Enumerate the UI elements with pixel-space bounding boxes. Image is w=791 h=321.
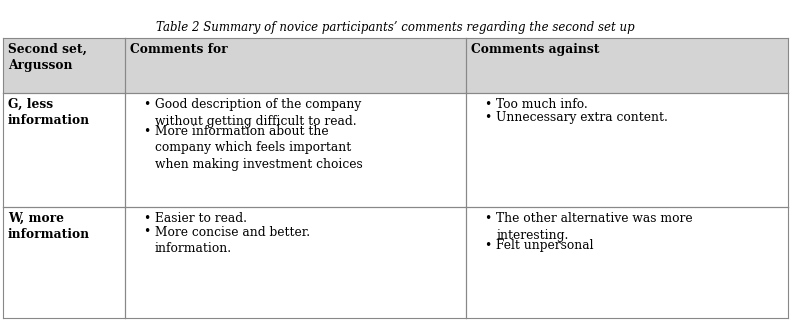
Text: Second set,
Argusson: Second set, Argusson: [8, 43, 87, 72]
Text: •: •: [485, 111, 492, 125]
Text: Too much info.: Too much info.: [496, 98, 588, 111]
Text: More concise and better.
information.: More concise and better. information.: [155, 225, 310, 255]
Text: Comments for: Comments for: [130, 43, 227, 56]
Text: Unnecessary extra content.: Unnecessary extra content.: [496, 111, 668, 125]
Text: W, more
information: W, more information: [8, 212, 90, 241]
Text: The other alternative was more
interesting.: The other alternative was more interesti…: [496, 212, 693, 241]
Bar: [3, 38, 788, 93]
Text: •: •: [485, 239, 492, 252]
Text: •: •: [143, 212, 150, 225]
Text: G, less
information: G, less information: [8, 98, 90, 127]
Text: •: •: [485, 98, 492, 111]
Text: Easier to read.: Easier to read.: [155, 212, 247, 225]
Text: Table 2 Summary of novice participants’ comments regarding the second set up: Table 2 Summary of novice participants’ …: [156, 21, 635, 34]
Text: Felt unpersonal: Felt unpersonal: [496, 239, 594, 252]
Text: •: •: [485, 212, 492, 225]
Text: Good description of the company
without getting difficult to read.: Good description of the company without …: [155, 98, 361, 127]
Text: •: •: [143, 98, 150, 111]
Text: Comments against: Comments against: [471, 43, 600, 56]
Text: •: •: [143, 125, 150, 138]
Text: More information about the
company which feels important
when making investment : More information about the company which…: [155, 125, 362, 171]
Text: •: •: [143, 225, 150, 239]
